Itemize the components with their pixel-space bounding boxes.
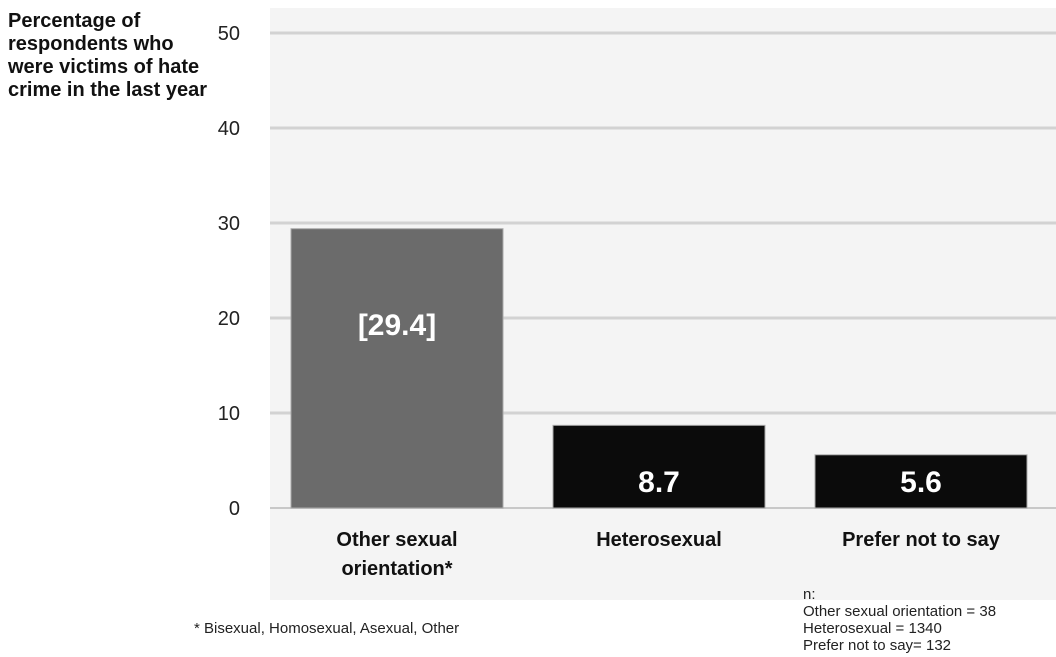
x-tick-label: Prefer not to say <box>842 529 1001 551</box>
x-tick-label: Other sexual <box>336 529 457 551</box>
sample-size-other: Other sexual orientation = 38 <box>803 603 997 620</box>
x-tick-label: orientation* <box>341 558 452 580</box>
footnote: * Bisexual, Homosexual, Asexual, Other <box>194 620 460 637</box>
bar-0 <box>290 228 504 509</box>
data-label-2: 5.6 <box>900 466 942 499</box>
y-axis-label: Percentage of respondents who were victi… <box>8 10 207 101</box>
sample-size-prefer-not: Prefer not to say= 132 <box>803 637 952 654</box>
x-tick-label: Heterosexual <box>596 529 722 551</box>
sample-size-title: n: <box>803 586 816 603</box>
y-tick-label: 20 <box>218 308 240 330</box>
y-tick-label: 10 <box>218 403 240 425</box>
data-label-1: 8.7 <box>638 466 680 499</box>
sample-size-block: n: Other sexual orientation = 38 Heteros… <box>803 586 996 654</box>
y-tick-label: 50 <box>218 23 240 45</box>
y-tick-label: 0 <box>229 498 240 520</box>
y-tick-label: 40 <box>218 118 240 140</box>
y-tick-label: 30 <box>218 213 240 235</box>
bar-1 <box>552 424 766 509</box>
sample-size-heterosexual: Heterosexual = 1340 <box>803 620 942 637</box>
data-label-0: [29.4] <box>358 309 436 342</box>
bar-2 <box>814 454 1028 509</box>
